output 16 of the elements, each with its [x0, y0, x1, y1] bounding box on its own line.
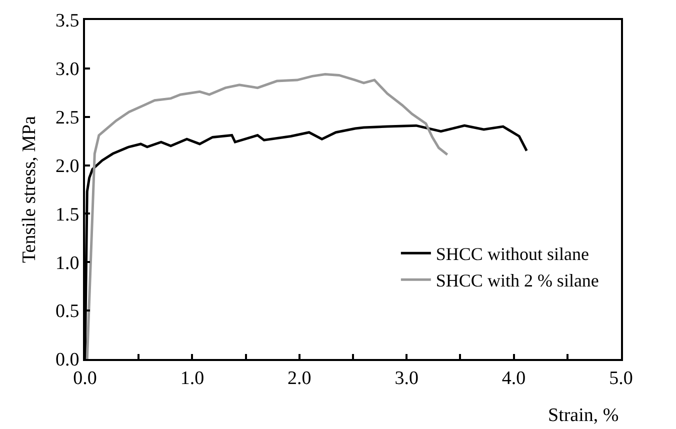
- y-tick-label: 0.5: [55, 301, 80, 322]
- x-axis-title: Strain, %: [548, 405, 619, 426]
- y-tick-label: 3.0: [55, 59, 80, 80]
- x-tick-label: 5.0: [609, 368, 633, 389]
- legend-label: SHCC without silane: [436, 244, 589, 264]
- y-tick-label: 1.5: [55, 204, 80, 226]
- x-tick-label: 3.0: [394, 368, 418, 389]
- x-tick-label: 1.0: [180, 368, 204, 389]
- y-tick-label: 1.0: [55, 252, 80, 274]
- y-tick-label: 2.0: [55, 156, 80, 177]
- legend-label: SHCC with 2 % silane: [436, 270, 599, 291]
- x-tick-label: 4.0: [502, 368, 526, 389]
- y-tick-label: 3.5: [55, 10, 80, 32]
- y-axis-title: Tensile stress, MPa: [18, 115, 40, 263]
- y-tick-label: 2.5: [55, 108, 80, 129]
- x-tick-label: 2.0: [288, 368, 312, 389]
